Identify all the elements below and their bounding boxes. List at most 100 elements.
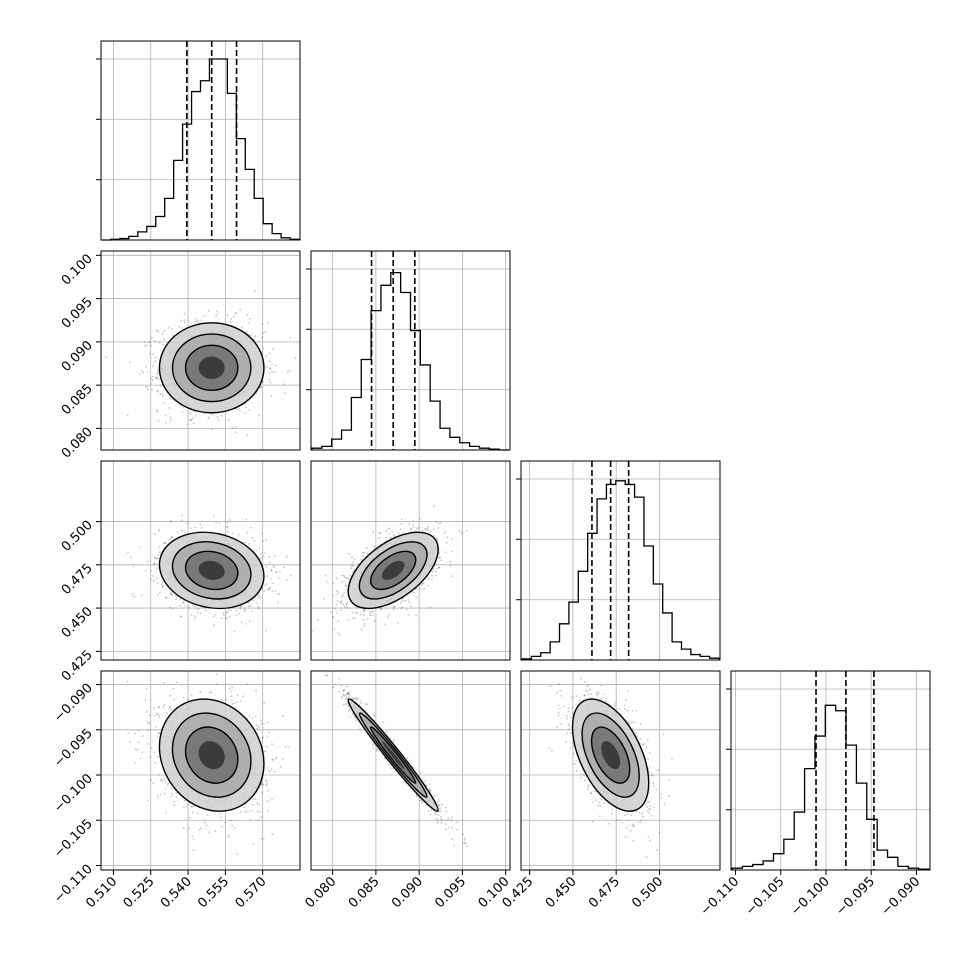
sample-point [156,389,159,392]
sample-point [305,539,307,541]
sample-point [196,611,199,614]
sample-point [257,606,260,608]
sample-point [184,805,187,808]
sample-point [157,796,160,799]
contour-line-3 [158,322,265,414]
sample-point [262,540,265,542]
sample-point [274,554,277,557]
sample-point [424,527,426,530]
sample-point [246,314,249,317]
density-fill-3 [198,356,225,380]
sample-point [417,526,420,529]
sample-point [225,611,228,614]
sample-point [203,315,206,317]
sample-point [340,599,343,602]
density-fill-3 [381,560,405,580]
sample-point [239,811,242,813]
sample-point [254,289,256,292]
sample-point [158,551,161,554]
sample-point [171,536,173,539]
sample-point [371,614,374,617]
sample-point [172,687,175,690]
sample-point [275,757,277,760]
panel-border [310,460,511,661]
sample-point [161,780,164,782]
sample-point [277,593,279,595]
sample-point [262,332,264,335]
sample-point [418,588,421,590]
sample-point [182,601,185,604]
sample-point [341,594,344,597]
sample-point [384,623,386,626]
sample-point [192,416,194,419]
sample-point [183,800,186,803]
sample-point [270,370,273,373]
sample-point [154,360,157,362]
sample-point [275,571,277,573]
sample-point [263,750,266,753]
sample-point [262,347,264,350]
sample-point [373,545,375,548]
sample-point [432,534,435,537]
sample-point [379,532,382,535]
sample-point [222,611,225,614]
contour-line-3 [347,531,439,610]
sample-point [255,724,258,726]
sample-point [244,810,247,813]
hist-step-0 [102,58,300,241]
sample-point [277,601,279,604]
sample-point [168,705,171,708]
sample-point [240,621,243,624]
sample-point [450,550,453,553]
sample-point [165,596,167,599]
sample-point [263,722,266,725]
sample-point [153,715,156,717]
sample-point [216,683,219,686]
sample-point [188,411,191,414]
sample-point [262,380,264,383]
sample-point [245,331,248,334]
sample-point [408,601,411,604]
sample-point [393,605,395,608]
sample-point [146,344,149,346]
sample-point [412,591,415,594]
sample-point [198,454,200,456]
sample-point [424,529,427,531]
sample-point [197,530,200,532]
contour-line-1 [184,344,239,392]
sample-point [352,617,354,619]
sample-point [266,721,269,724]
sample-point [258,594,260,597]
sample-point [371,609,374,612]
sample-point [340,574,343,577]
sample-point [156,794,159,797]
sample-point [168,397,171,400]
sample-point [161,581,164,584]
sample-point [259,811,262,813]
sample-point [438,522,441,524]
sample-point [356,612,358,614]
sample-point [132,565,135,568]
sample-point [407,613,410,616]
sample-point [343,576,346,579]
sample-point [222,614,225,616]
sample-point [157,706,160,709]
sample-point [362,555,364,557]
sample-point [415,596,418,599]
sample-point [165,596,168,599]
hist-panel-2 [516,460,721,661]
sample-point [188,827,191,830]
sample-point [156,557,159,560]
sample-point [233,702,236,705]
hist-panel-0 [96,40,301,241]
sample-point [257,819,260,821]
sample-point [127,551,129,554]
sample-point [171,327,174,330]
sample-point [189,413,192,416]
sample-point [337,591,340,593]
sample-point [388,528,391,530]
sample-point [161,585,164,588]
sample-point [362,618,365,621]
hist-panel-2-bg [521,461,720,660]
sample-point [260,387,263,389]
